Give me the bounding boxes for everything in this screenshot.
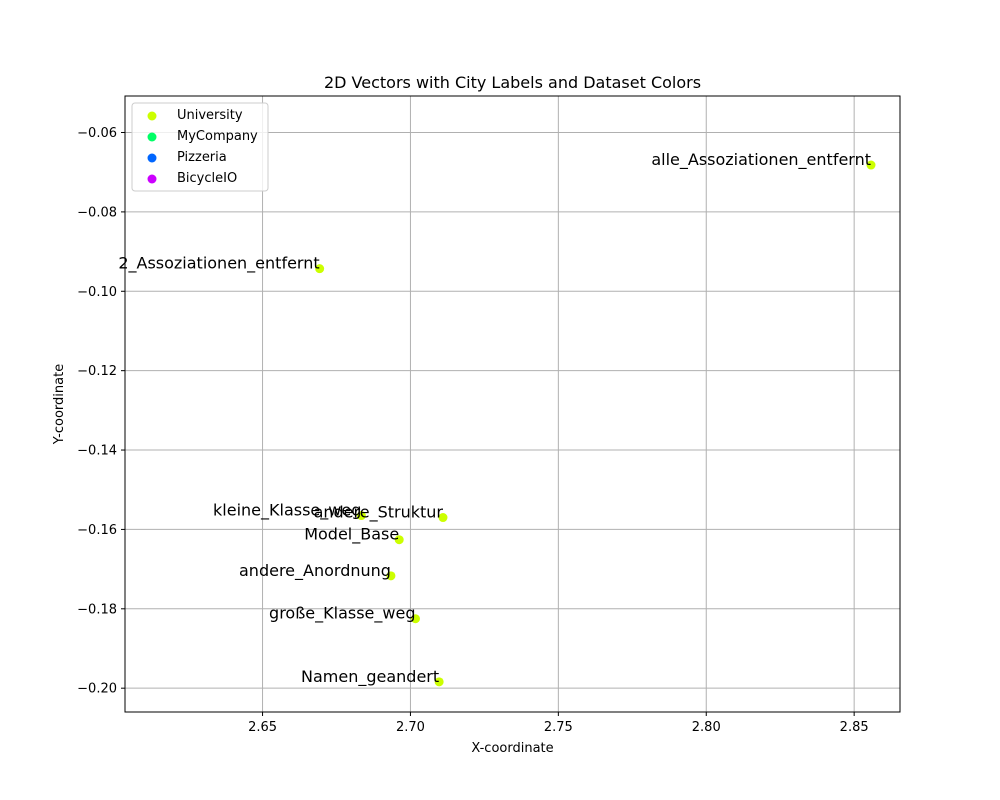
data-point [866, 160, 876, 170]
point-label: andere_Struktur [314, 503, 444, 523]
x-tick-label: 2.80 [692, 720, 721, 735]
data-point [394, 535, 404, 545]
data-point [386, 571, 396, 581]
data-point [434, 677, 444, 687]
y-tick-label: −0.08 [77, 205, 117, 220]
data-point [410, 614, 420, 624]
point-label: Namen_geandert [301, 667, 439, 687]
data-point [356, 511, 366, 521]
y-tick-label: −0.16 [77, 523, 117, 538]
point-labels: alle_Assoziationen_entfernt 2_Assoziation… [118, 150, 871, 687]
data-points [315, 160, 876, 687]
plot-frame [124, 95, 901, 713]
legend-marker [147, 153, 157, 163]
y-tick-label: −0.18 [77, 602, 117, 617]
legend-marker [147, 174, 157, 184]
x-tick-label: 2.70 [396, 720, 425, 735]
y-tick-label: −0.06 [77, 126, 117, 141]
point-label: 2_Assoziationen_entfernt [118, 254, 319, 274]
y-tick-label: −0.10 [77, 285, 117, 300]
x-axis-ticks: 2.65 2.70 2.75 2.80 2.85 [248, 712, 869, 735]
grid [125, 96, 900, 712]
point-label: andere_Anordnung [239, 561, 391, 581]
y-tick-label: −0.20 [77, 682, 117, 697]
legend-marker [147, 111, 157, 121]
legend-marker [147, 132, 157, 142]
x-tick-label: 2.85 [840, 720, 869, 735]
y-tick-label: −0.14 [77, 444, 117, 459]
legend-label: MyCompany [177, 129, 258, 144]
point-label: kleine_Klasse_weg [213, 501, 361, 521]
x-tick-label: 2.75 [544, 720, 573, 735]
legend-label: Pizzeria [177, 150, 227, 165]
data-point [315, 264, 325, 274]
x-axis-label: X-coordinate [471, 741, 553, 756]
legend: University MyCompany Pizzeria BicycleIO [131, 102, 269, 192]
legend-box [131, 102, 269, 192]
chart-title: 2D Vectors with City Labels and Dataset … [324, 73, 701, 92]
y-tick-label: −0.12 [77, 364, 117, 379]
y-axis-ticks: −0.20 −0.18 −0.16 −0.14 −0.12 −0.10 −0.08 −0.06 [77, 126, 125, 697]
legend-label: University [177, 108, 243, 123]
point-label: Model_Base [304, 525, 399, 545]
legend-label: BicycleIO [177, 171, 237, 186]
data-point [438, 513, 448, 523]
point-label: große_Klasse_weg [269, 604, 415, 624]
y-axis-label: Y-coordinate [52, 364, 67, 445]
point-label: alle_Assoziationen_entfernt [651, 150, 871, 170]
x-tick-label: 2.65 [248, 720, 277, 735]
